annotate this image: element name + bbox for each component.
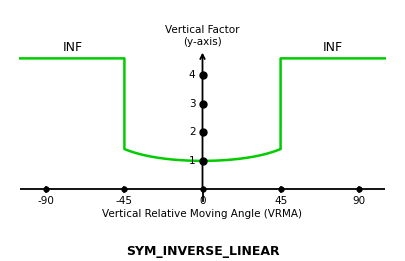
Text: INF: INF — [62, 41, 82, 54]
Text: 90: 90 — [352, 195, 365, 206]
Text: Vertical Relative Moving Angle (VRMA): Vertical Relative Moving Angle (VRMA) — [102, 209, 303, 219]
Text: 4: 4 — [189, 70, 196, 80]
Text: 45: 45 — [274, 195, 287, 206]
Text: 1: 1 — [189, 156, 196, 166]
Text: 2: 2 — [189, 127, 196, 137]
Text: -45: -45 — [116, 195, 133, 206]
Text: Vertical Factor
(y-axis): Vertical Factor (y-axis) — [165, 25, 240, 47]
Text: 3: 3 — [189, 99, 196, 109]
Text: -90: -90 — [38, 195, 55, 206]
Text: 0: 0 — [199, 195, 206, 206]
Text: INF: INF — [323, 41, 343, 54]
Text: SYM_INVERSE_LINEAR: SYM_INVERSE_LINEAR — [126, 245, 279, 258]
